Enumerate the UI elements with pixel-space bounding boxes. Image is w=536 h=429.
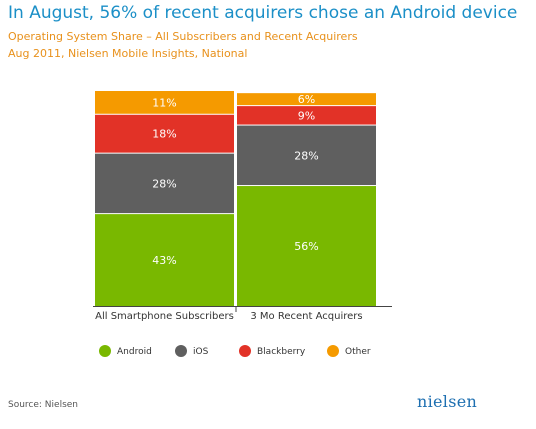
legend-label-blackberry: Blackberry — [257, 347, 306, 357]
data-label-blackberry-2: 9% — [298, 109, 315, 122]
bar-segment-ios-2 — [237, 125, 376, 186]
category-label-2: 3 Mo Recent Acquirers — [250, 311, 362, 322]
legend-label-android: Android — [117, 347, 152, 357]
nielsen-logo: nielsen — [417, 392, 478, 411]
data-label-android-1: 43% — [152, 254, 176, 267]
legend-marker-blackberry — [239, 345, 251, 357]
source-note: Source: Nielsen — [8, 400, 79, 410]
data-label-android-2: 56% — [294, 240, 318, 253]
data-label-blackberry-1: 18% — [152, 128, 176, 141]
bar-segment-blackberry-2 — [237, 106, 376, 125]
category-label-1: All Smartphone Subscribers — [95, 311, 234, 322]
bar-segment-android-1 — [95, 214, 234, 306]
data-label-ios-2: 28% — [294, 149, 318, 162]
data-label-other-2: 6% — [298, 93, 315, 106]
bar-segment-other-1 — [95, 91, 234, 114]
chart-subtitle: Operating System Share – All Subscribers… — [8, 30, 358, 43]
legend-marker-other — [327, 345, 339, 357]
legend-marker-android — [99, 345, 111, 357]
chart-title: In August, 56% of recent acquirers chose… — [8, 3, 518, 23]
bar-segment-other-2 — [237, 93, 376, 106]
legend-marker-ios — [175, 345, 187, 357]
chart-subtitle-date: Aug 2011, Nielsen Mobile Insights, Natio… — [8, 47, 248, 60]
data-label-ios-1: 28% — [152, 177, 176, 190]
legend-label-other: Other — [345, 347, 371, 357]
bar-segment-blackberry-1 — [95, 114, 234, 153]
legend-label-ios: iOS — [193, 347, 209, 357]
bar-segment-android-2 — [237, 186, 376, 306]
bar-segment-ios-1 — [95, 153, 234, 214]
data-label-other-1: 11% — [152, 96, 176, 109]
